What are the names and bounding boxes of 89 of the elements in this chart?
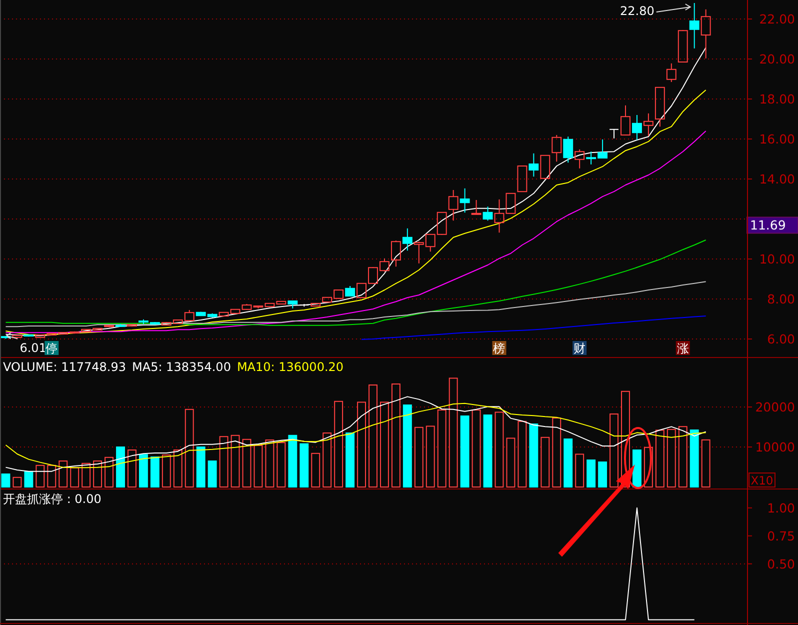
bar [12, 476, 22, 488]
bar [414, 426, 424, 488]
bar [472, 410, 481, 488]
text: X10 [750, 474, 774, 488]
bar [437, 410, 446, 488]
bar [82, 462, 91, 488]
bar [150, 456, 160, 488]
bar [518, 420, 527, 488]
text: 11.69 [750, 218, 786, 233]
bar [47, 464, 56, 488]
bar [276, 442, 286, 488]
y-tick-label: 22.00 [759, 12, 796, 26]
line-series [5, 47, 706, 336]
bar [586, 460, 596, 488]
bar [529, 424, 538, 488]
bar [540, 436, 550, 488]
bar [58, 460, 68, 488]
y-tick-label: 10000 [755, 440, 796, 454]
chart-title: VOLUME: 117748.93 [3, 360, 126, 374]
bar [184, 408, 194, 488]
bar [322, 432, 332, 488]
annotation: 6.01 [20, 340, 46, 355]
bar [564, 438, 573, 488]
bar [655, 430, 664, 488]
badge: 停 [44, 341, 59, 356]
bar [254, 444, 263, 488]
badge: 财 [572, 341, 587, 356]
bar [311, 452, 320, 488]
bar [575, 454, 584, 488]
badge: 涨 [676, 341, 690, 356]
bar [666, 428, 676, 488]
annotation: 22.80 [620, 4, 654, 18]
bar [138, 454, 148, 488]
bar [690, 430, 699, 488]
bar [552, 418, 562, 488]
text: MA10: 136000.20 [236, 360, 344, 374]
bar [288, 434, 298, 488]
y-tick-label: 6.00 [767, 332, 796, 346]
bar [300, 443, 309, 488]
bar [208, 460, 217, 488]
y-tick-label: 16.00 [759, 132, 796, 146]
text: MA5: 138354.00 [132, 360, 231, 374]
y-tick-label: 0.50 [767, 556, 796, 572]
bar [701, 439, 710, 488]
bar [219, 436, 228, 488]
y-tick-label: 20.00 [759, 52, 796, 66]
bar [116, 446, 125, 488]
bar [678, 426, 688, 488]
bar [610, 414, 618, 488]
y-tick-label: 20000 [755, 400, 796, 414]
bar [173, 450, 182, 488]
bar [93, 460, 102, 488]
bar [506, 438, 516, 488]
y-tick-label: 0.75 [767, 528, 795, 544]
bar [368, 384, 378, 488]
bar [483, 414, 492, 488]
bar [70, 467, 80, 488]
y-tick-label: 8.00 [767, 292, 796, 306]
bar [346, 432, 355, 488]
bar [632, 450, 642, 488]
bar [334, 400, 344, 488]
bar [426, 426, 435, 488]
bar [242, 438, 252, 488]
bar [230, 434, 240, 488]
line-series [361, 316, 706, 340]
y-tick-label: 1.00 [767, 500, 796, 516]
y-tick-label: 10.00 [759, 252, 796, 266]
badge: 榜 [492, 341, 506, 356]
bar [265, 440, 274, 488]
bar [1, 474, 10, 488]
line-series [5, 240, 706, 326]
bar [391, 384, 400, 488]
bar [598, 462, 608, 488]
bar [162, 454, 171, 488]
chart-title: 开盘抓涨停 : 0.00 [3, 492, 102, 506]
line-series [5, 281, 706, 328]
y-tick-label: 14.00 [759, 172, 796, 186]
bar [460, 416, 470, 488]
bar [448, 378, 458, 488]
bar [380, 402, 389, 488]
bar [402, 404, 412, 488]
bar [357, 402, 366, 488]
bar [196, 446, 206, 488]
bar [104, 456, 114, 488]
bar [128, 450, 136, 488]
bar [24, 471, 34, 488]
bar [494, 412, 504, 488]
y-tick-label: 18.00 [759, 92, 796, 106]
bar [36, 464, 45, 488]
